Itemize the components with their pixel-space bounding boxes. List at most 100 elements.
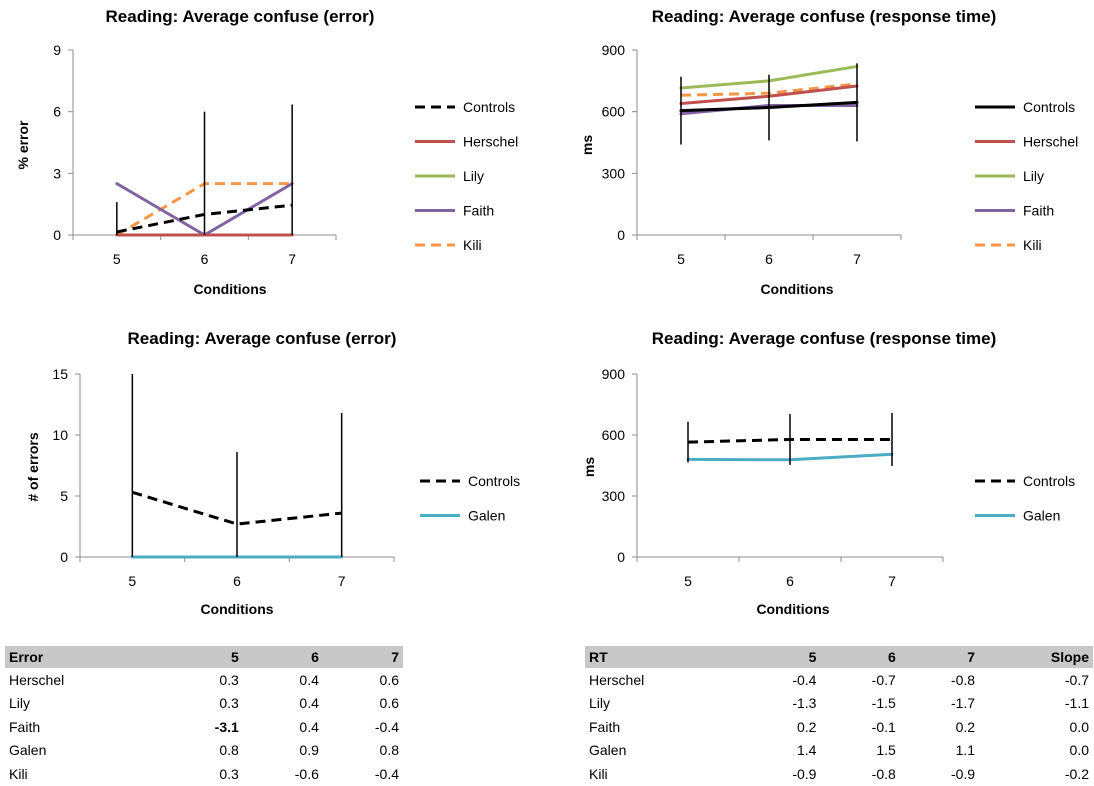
table-cell: Kili [589,765,608,782]
table-cell: 0.4 [299,695,319,712]
x-axis-label: Conditions [756,601,829,617]
chart-title: Reading: Average confuse (error) [128,329,397,348]
x-tick-label: 5 [677,251,685,267]
table-row: Herschel 0.3 0.4 0.6 [5,668,403,692]
x-tick-label: 5 [128,573,136,589]
chart-panel-bottom-right: Reading: Average confuse (response time)… [547,322,1094,642]
x-axis-label: Conditions [760,281,833,297]
table-cell: 1.4 [797,742,817,759]
legend-label: Controls [468,473,520,489]
legend-label: Lily [463,168,484,184]
table-cell: 0.9 [299,742,319,759]
legend-label: Herschel [1023,134,1078,150]
table-cell: Faith [9,718,41,735]
x-tick-label: 5 [684,573,692,589]
table-row: Galen 1.4 1.5 1.1 0.0 [585,739,1093,763]
y-tick-label: 0 [53,227,61,243]
legend-label: Controls [1023,99,1075,115]
table-row: Lily 0.3 0.4 0.6 [5,692,403,716]
y-tick-label: 0 [617,549,625,565]
table-cell: -0.4 [374,718,399,735]
x-tick-label: 6 [201,251,209,267]
x-tick-label: 7 [338,573,346,589]
legend-label: Kili [1023,237,1042,253]
y-tick-label: 0 [617,227,625,243]
chart-svg: Reading: Average confuse (error) 0 3 6 9 5 6 7 C… [15,7,518,297]
y-tick-label: 900 [602,366,626,382]
table-cell: Galen [589,742,627,759]
table-cell: -3.1 [214,718,239,735]
error-table: Error 5 6 7 Herschel 0.3 0.4 0.6 Lily 0.3 0.4 0.6 Fa… [5,646,403,786]
y-tick-label: 3 [53,165,61,181]
chart-svg: Reading: Average confuse (response time)… [581,329,1075,617]
table-cell: 0.8 [379,742,399,759]
table-cell: -0.8 [950,671,976,688]
table-cell: 0.3 [219,695,239,712]
table-row: Galen 0.8 0.9 0.8 [5,739,403,763]
table-header-row: RT 5 6 7 Slope [585,646,1093,668]
y-axis-label: % error [15,120,31,170]
legend-label: Kili [463,237,482,253]
x-axis-label: Conditions [193,281,266,297]
table-cell: -0.7 [871,671,896,688]
x-axis-label: Conditions [200,601,273,617]
y-tick-label: 0 [60,549,68,565]
legend-label: Controls [1023,473,1075,489]
table-row: Faith -3.1 0.4 -0.4 [5,715,403,739]
table-cell: 0.6 [379,695,399,712]
table-header-cell: 6 [820,646,900,668]
table-cell: -1.5 [871,695,896,712]
table-cell: -0.9 [792,765,817,782]
chart-panel-top-right: Reading: Average confuse (response time)… [547,0,1094,320]
table-header-cell: Error [5,646,163,668]
x-tick-label: 7 [888,573,896,589]
table-header-cell: RT [585,646,742,668]
y-tick-label: 600 [602,427,626,443]
table-cell: -0.8 [871,765,896,782]
legend-label: Herschel [463,134,518,150]
table-header-cell: 6 [242,646,323,668]
chart-panel-top-left: Reading: Average confuse (error) 0 3 6 9 5 6 7 C… [0,0,547,320]
x-tick-label: 6 [786,573,794,589]
legend-label: Faith [1023,203,1054,219]
y-tick-label: 300 [602,165,626,181]
chart-panel-bottom-left: Reading: Average confuse (error) 0 5 10 15 5 6… [0,322,547,642]
table-header-cell: Slope [979,646,1093,668]
x-tick-label: 7 [288,251,296,267]
table-cell: Herschel [9,671,65,688]
table-cell: 0.0 [1069,742,1089,759]
table-cell: Herschel [589,671,645,688]
y-tick-label: 900 [602,42,626,58]
table-cell: -0.2 [1064,765,1089,782]
table-cell: 0.3 [219,765,239,782]
y-tick-label: 600 [602,104,626,120]
table-cell: -0.6 [294,765,319,782]
table-header-cell: 5 [741,646,821,668]
chart-title: Reading: Average confuse (response time) [652,329,997,348]
y-tick-label: 15 [52,366,68,382]
chart-title: Reading: Average confuse (response time) [652,7,997,26]
table-cell: -1.7 [950,695,976,712]
chart-svg: Reading: Average confuse (error) 0 5 10 15 5 6… [25,329,520,617]
y-axis-label: # of errors [25,432,41,501]
table-cell: 1.1 [955,742,976,759]
table-cell: -0.4 [374,765,399,782]
table-cell: 0.3 [219,671,239,688]
legend-label: Galen [1023,508,1060,524]
y-tick-label: 5 [60,488,68,504]
table-row: Kili 0.3 -0.6 -0.4 [5,762,403,786]
table-cell: -0.7 [1064,671,1089,688]
table-cell: 0.2 [797,718,817,735]
table-cell: -1.1 [1064,695,1089,712]
table-header-cell: 7 [322,646,403,668]
x-tick-label: 7 [853,251,861,267]
table-cell: Galen [9,742,47,759]
table-cell: 0.6 [379,671,399,688]
y-tick-label: 9 [53,42,61,58]
table-row: Herschel -0.4 -0.7 -0.8 -0.7 [585,668,1093,692]
chart-svg: Reading: Average confuse (response time)… [579,7,1078,297]
table-cell: 0.0 [1069,718,1089,735]
legend-label: Lily [1023,168,1044,184]
table-cell: 0.4 [299,671,319,688]
table-cell: -0.4 [792,671,817,688]
